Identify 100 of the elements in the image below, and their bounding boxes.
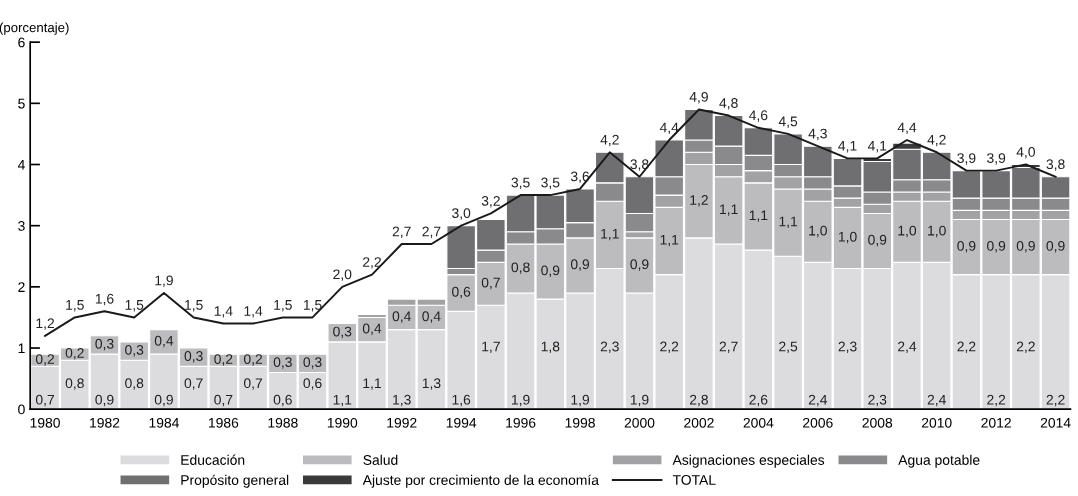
y-tick-label: 6 <box>18 37 25 48</box>
legend-label: Agua potable <box>898 454 980 468</box>
data-label: 2,7 <box>392 226 411 239</box>
data-label: 0,3 <box>333 326 352 339</box>
data-label: 0,9 <box>957 240 976 253</box>
data-label: 0,9 <box>630 259 649 271</box>
x-tick-label: 1988 <box>268 417 298 428</box>
data-label: 1,5 <box>66 300 84 312</box>
data-label: 4,2 <box>600 134 619 147</box>
data-label: 3,9 <box>987 153 1006 165</box>
data-label: 1,0 <box>898 225 917 238</box>
data-label: 0,9 <box>987 240 1006 253</box>
data-label: 3,8 <box>630 159 649 171</box>
x-tick-label: 2010 <box>921 417 952 428</box>
x-tick-label: 2014 <box>1040 417 1071 428</box>
data-label: 1,3 <box>393 394 411 407</box>
data-label: 1,9 <box>512 394 530 407</box>
data-label: 1,8 <box>541 341 560 354</box>
data-label: 0,2 <box>243 354 263 366</box>
data-label: 1,1 <box>720 204 738 216</box>
data-label: 2,4 <box>808 394 828 407</box>
data-label: 4,5 <box>778 116 798 128</box>
data-label: 2,3 <box>868 394 887 407</box>
x-tick-label: 2012 <box>981 417 1011 428</box>
x-tick-label: 1982 <box>90 417 120 428</box>
data-label: 0,7 <box>184 378 203 390</box>
data-label: 0,6 <box>452 286 471 299</box>
data-label: 0,4 <box>362 323 382 336</box>
data-label: 1,1 <box>363 378 381 390</box>
y-tick-label: 4 <box>17 159 25 170</box>
data-label: 4,4 <box>659 122 679 135</box>
data-label: 2,7 <box>422 226 441 239</box>
data-label: 2,2 <box>957 341 976 354</box>
data-label: 3,8 <box>1046 159 1065 171</box>
data-label: 0,7 <box>481 277 500 290</box>
x-tick-label: 2004 <box>743 417 774 428</box>
data-label: 0,6 <box>303 378 322 390</box>
data-label: 1,3 <box>422 378 441 390</box>
legend-label: Asignaciones especiales <box>672 454 825 468</box>
x-tick-label: 1996 <box>506 417 536 428</box>
data-label: 1,0 <box>928 225 946 238</box>
data-label: 4,8 <box>719 98 738 110</box>
data-label: 1,5 <box>125 300 144 312</box>
data-label: 2,3 <box>600 341 619 354</box>
data-label: 2,2 <box>1046 394 1065 407</box>
data-label: 4,4 <box>897 122 917 135</box>
data-label: 1,4 <box>244 306 263 318</box>
data-label: 1,6 <box>95 293 114 306</box>
x-tick-label: 2006 <box>803 417 833 428</box>
data-label: 0,7 <box>243 378 263 390</box>
data-label: 2,2 <box>363 257 381 269</box>
x-tick-label: 1990 <box>327 417 358 428</box>
data-label: 0,9 <box>1046 240 1065 253</box>
data-label: 3,9 <box>957 153 976 165</box>
data-label: 2,7 <box>719 341 738 354</box>
data-label: 0,7 <box>214 394 233 407</box>
data-label: 0,3 <box>303 357 322 369</box>
data-label: 3,5 <box>511 177 530 190</box>
data-label: 0,6 <box>273 394 292 407</box>
data-label: 2,4 <box>927 394 946 407</box>
data-label: 1,1 <box>601 228 619 241</box>
data-label: 1,0 <box>809 225 827 238</box>
legend-label: Educación <box>181 454 245 465</box>
data-label: 1,0 <box>838 231 857 244</box>
data-label: 0,8 <box>511 262 530 274</box>
data-label: 0,2 <box>214 354 233 366</box>
data-label: 1,9 <box>155 275 173 287</box>
legend-label: Propósito general <box>181 474 289 488</box>
data-label: 4,1 <box>838 141 857 153</box>
y-tick-label: 1 <box>18 343 25 354</box>
data-label: 3,0 <box>452 208 471 220</box>
x-tick-label: 2008 <box>862 417 893 428</box>
data-label: 1,5 <box>185 300 203 312</box>
data-label: 0,8 <box>125 378 144 390</box>
legend-label: Ajuste por crecimiento de la economía <box>362 474 599 488</box>
data-label: 1,2 <box>690 195 708 207</box>
data-label: 0,8 <box>65 378 84 390</box>
data-label: 0,9 <box>95 394 114 407</box>
y-tick-label: 2 <box>18 282 25 292</box>
y-tick-label: 5 <box>18 98 25 109</box>
data-label: 3,5 <box>541 177 560 190</box>
data-label: 1,4 <box>214 306 233 318</box>
x-tick-label: 1994 <box>446 417 477 428</box>
data-label: 1,5 <box>274 300 292 312</box>
data-label: 2,2 <box>987 394 1006 407</box>
data-label: 3,2 <box>481 195 500 208</box>
data-label: 1,1 <box>749 210 768 222</box>
data-label: 4,1 <box>867 141 887 153</box>
data-label: 0,9 <box>541 265 560 277</box>
data-label: 0,4 <box>392 311 411 323</box>
data-label: 1,6 <box>452 394 471 407</box>
data-label: 0,9 <box>154 394 173 407</box>
data-label: 0,9 <box>570 259 590 271</box>
x-tick-label: 2000 <box>624 417 655 428</box>
legend-label: Salud <box>363 454 398 465</box>
data-label: 4,3 <box>808 128 827 141</box>
data-label: 2,3 <box>838 341 857 354</box>
data-label: 1,1 <box>779 216 798 228</box>
data-label: 2,4 <box>898 341 917 354</box>
data-label: 2,2 <box>660 341 679 354</box>
